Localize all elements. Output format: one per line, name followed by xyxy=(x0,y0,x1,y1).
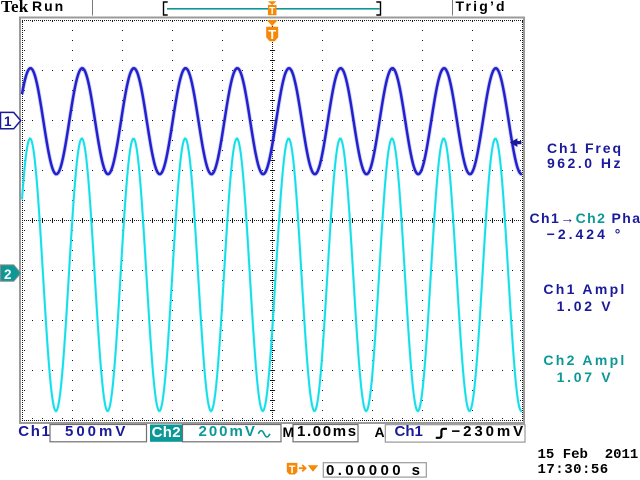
svg-text:1: 1 xyxy=(4,114,12,129)
svg-text:2: 2 xyxy=(4,267,12,282)
svg-text:T: T xyxy=(268,27,276,42)
svg-text:T: T xyxy=(289,464,296,476)
svg-text:T: T xyxy=(269,6,275,17)
